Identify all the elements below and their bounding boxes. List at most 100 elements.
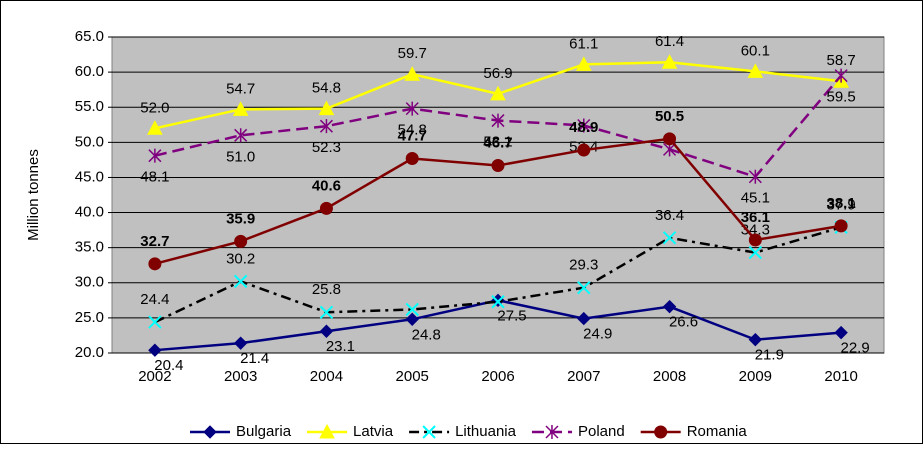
data-point	[233, 336, 248, 350]
data-label: 26.6	[669, 314, 698, 331]
data-point	[490, 85, 506, 101]
data-label: 59.7	[398, 45, 427, 62]
x-tick-label: 2005	[396, 368, 429, 385]
data-label: 61.4	[655, 33, 684, 50]
y-tick-label: 45.0	[75, 168, 104, 185]
data-label: 48.1	[140, 169, 169, 186]
data-point	[148, 315, 162, 329]
data-point	[748, 332, 763, 347]
data-label: 59.5	[827, 89, 856, 106]
data-point	[834, 219, 848, 233]
y-tick-label: 55.0	[75, 98, 104, 115]
data-point	[319, 305, 334, 319]
data-label: 46.7	[483, 134, 512, 151]
data-point	[234, 128, 248, 143]
legend-marker	[654, 425, 668, 439]
x-tick-label: 2009	[739, 368, 772, 385]
data-label: 45.1	[741, 190, 770, 207]
data-label: 40.6	[312, 177, 341, 194]
data-label: 47.7	[398, 127, 427, 144]
data-label: 54.7	[226, 80, 255, 97]
data-point	[662, 299, 677, 314]
data-label: 52.3	[312, 139, 341, 156]
y-axis-label: Million tonnes	[25, 149, 42, 241]
data-point	[661, 54, 678, 69]
x-tick-label: 2010	[824, 368, 857, 385]
data-point	[319, 324, 334, 338]
data-point	[233, 274, 248, 289]
data-point	[405, 101, 419, 116]
data-label: 58.7	[827, 52, 856, 69]
data-label: 32.7	[140, 233, 169, 250]
data-label: 20.4	[154, 357, 183, 374]
data-point	[148, 257, 162, 271]
data-point	[577, 118, 591, 133]
data-point	[577, 311, 591, 326]
x-tick-label: 2007	[567, 368, 600, 385]
data-label: 23.1	[326, 338, 355, 355]
data-label: 56.9	[483, 65, 512, 82]
legend-label: Romania	[687, 423, 748, 440]
y-tick-label: 35.0	[75, 239, 104, 256]
data-label: 54.8	[312, 80, 341, 97]
x-tick-label: 2003	[224, 368, 257, 385]
data-label: 50.5	[655, 108, 684, 125]
data-label: 38.1	[827, 195, 856, 212]
data-point	[491, 295, 505, 309]
data-label: 24.4	[140, 291, 169, 308]
data-point	[234, 234, 248, 248]
data-label: 25.8	[312, 281, 341, 298]
data-point	[491, 113, 505, 128]
data-point	[405, 302, 419, 317]
y-tick-label: 30.0	[75, 274, 104, 291]
data-label: 29.3	[569, 257, 598, 274]
legend-marker	[422, 425, 436, 439]
data-label: 36.1	[741, 209, 770, 226]
data-label: 35.9	[226, 210, 255, 227]
data-label: 34.3	[741, 222, 770, 239]
legend-marker	[203, 425, 217, 439]
legend-label: Bulgaria	[236, 423, 292, 440]
data-label: 51.0	[226, 148, 255, 165]
x-tick-label: 2002	[138, 368, 171, 385]
data-point	[405, 312, 419, 327]
data-point	[577, 280, 591, 295]
data-point	[148, 148, 162, 163]
data-label: 21.4	[240, 350, 269, 367]
data-point	[577, 143, 591, 157]
data-label: 22.9	[841, 340, 870, 357]
data-label: 30.2	[226, 250, 255, 267]
y-tick-label: 40.0	[75, 204, 104, 221]
y-tick-label: 50.0	[75, 133, 104, 150]
y-tick-label: 20.0	[75, 344, 104, 361]
data-point	[748, 169, 762, 184]
data-label: 21.9	[755, 347, 784, 364]
data-label: 36.4	[655, 207, 684, 224]
data-point	[834, 68, 848, 83]
data-label: 61.1	[569, 35, 598, 52]
series-line	[154, 226, 842, 324]
x-tick-label: 2004	[310, 368, 343, 385]
data-label: 60.1	[741, 42, 770, 59]
data-point	[404, 66, 421, 81]
legend-marker	[545, 425, 559, 439]
data-label: 37.9	[827, 196, 856, 213]
data-point	[834, 325, 848, 340]
data-label: 52.0	[140, 99, 169, 116]
data-point	[318, 100, 335, 116]
data-label: 48.9	[569, 119, 598, 136]
data-point	[748, 233, 762, 247]
data-point	[319, 201, 333, 215]
data-point	[663, 132, 677, 146]
y-tick-label: 65.0	[75, 28, 104, 45]
data-label: 54.8	[398, 122, 427, 139]
y-tick-label: 60.0	[75, 63, 104, 80]
data-point	[319, 119, 333, 134]
data-label: 27.5	[497, 307, 526, 324]
x-tick-label: 2006	[481, 368, 514, 385]
data-label: 53.1	[483, 134, 512, 151]
data-point	[232, 101, 249, 116]
legend-label: Latvia	[353, 423, 394, 440]
data-label: 24.9	[583, 326, 612, 343]
